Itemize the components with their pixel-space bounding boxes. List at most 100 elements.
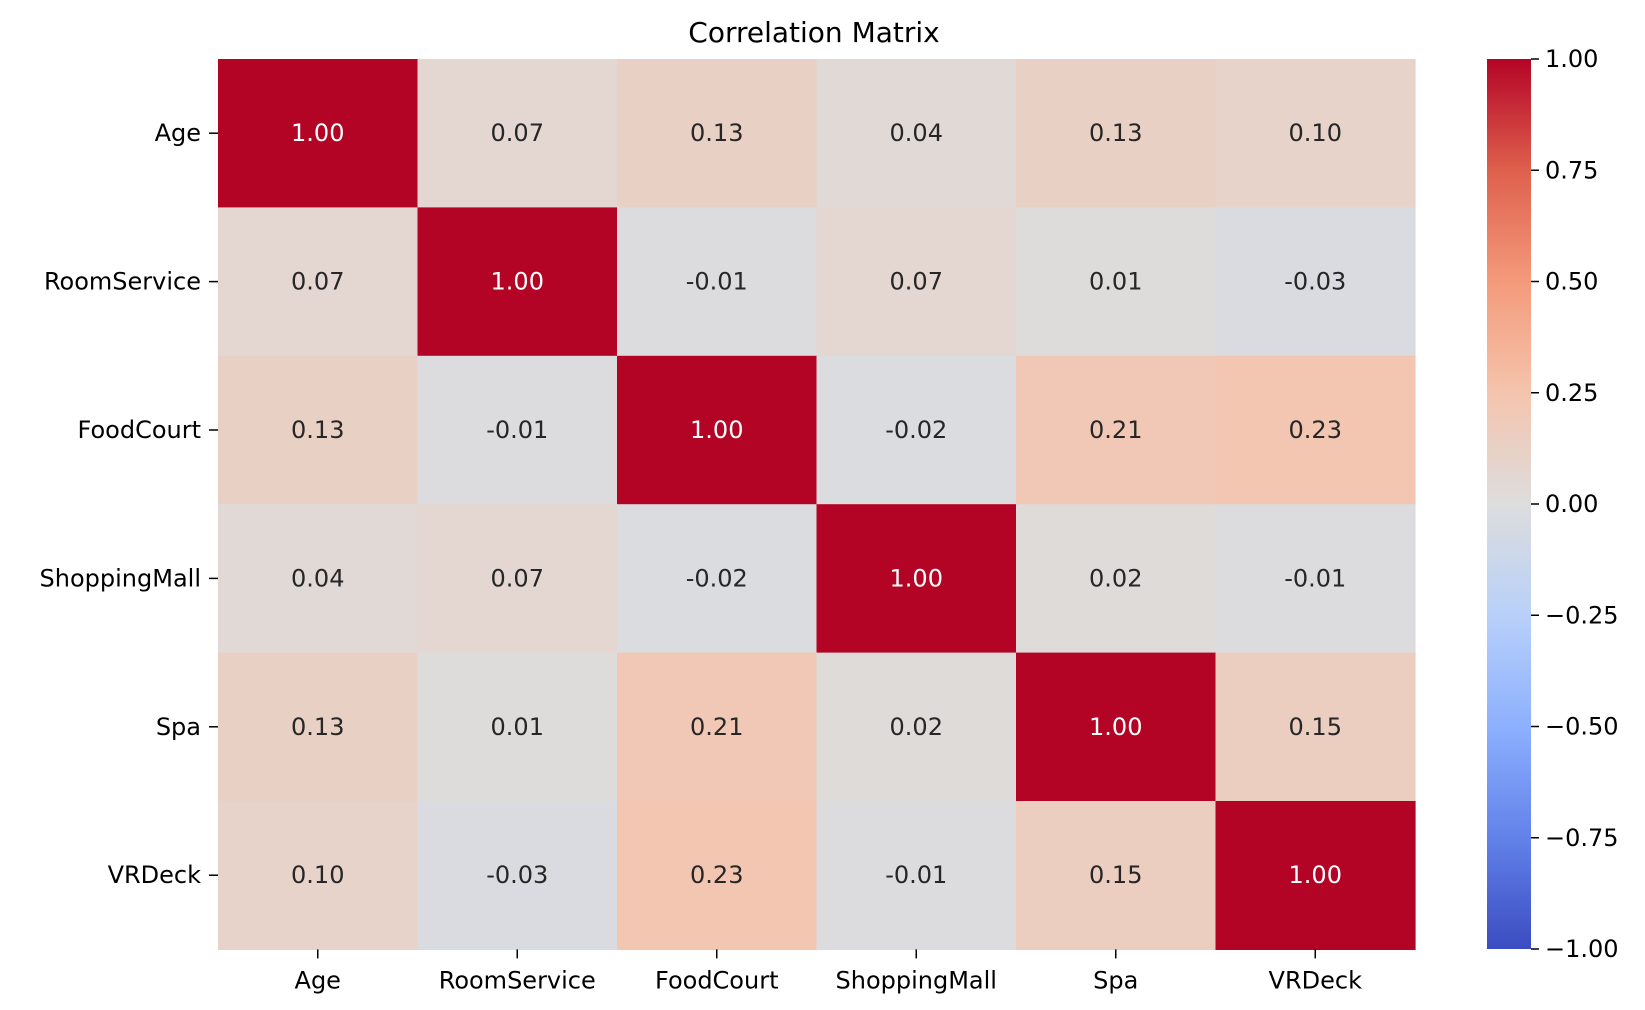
heatmap-cell-RoomService-RoomService bbox=[417, 207, 618, 357]
chart-title: Correlation Matrix bbox=[688, 16, 939, 49]
x-tick-label: RoomService bbox=[439, 966, 596, 994]
cell-value-label: -0.01 bbox=[885, 861, 947, 889]
heatmap-cell-RoomService-Spa bbox=[1016, 207, 1217, 357]
cell-value-label: 1.00 bbox=[291, 119, 344, 147]
heatmap-cell-VRDeck-VRDeck bbox=[1215, 801, 1416, 950]
heatmap-cell-FoodCourt-Age bbox=[218, 355, 419, 505]
heatmap-cell-ShoppingMall-RoomService bbox=[417, 504, 618, 654]
cell-value-label: -0.01 bbox=[1284, 564, 1346, 592]
colorbar-tick-label: 0.25 bbox=[1545, 379, 1598, 407]
cell-value-label: 0.23 bbox=[1289, 416, 1342, 444]
x-tick-label: Spa bbox=[1093, 966, 1138, 994]
heatmap-cell-Age-ShoppingMall bbox=[816, 59, 1017, 208]
x-tick-label: FoodCourt bbox=[655, 966, 778, 994]
heatmap-cells: 1.00 0.07 0.13 0.04 0.13 0.10 0.07 1.00 -0.01 0.0… bbox=[218, 59, 1416, 950]
heatmap-cell-Age-Spa bbox=[1016, 59, 1217, 208]
cell-value-label: 0.02 bbox=[1089, 564, 1142, 592]
heatmap-cell-ShoppingMall-Age bbox=[218, 504, 419, 654]
cell-value-label: -0.01 bbox=[686, 268, 748, 296]
cell-value-label: 0.07 bbox=[890, 268, 943, 296]
heatmap-cell-RoomService-Age bbox=[218, 207, 419, 357]
colorbar-tick-label: 0.75 bbox=[1545, 156, 1598, 184]
colorbar-tick-label: −1.00 bbox=[1545, 935, 1619, 963]
cell-value-label: 1.00 bbox=[1089, 713, 1142, 741]
heatmap-cell-VRDeck-Spa bbox=[1016, 801, 1217, 950]
cell-value-label: 0.21 bbox=[1089, 416, 1142, 444]
heatmap-cell-RoomService-FoodCourt bbox=[617, 207, 818, 357]
heatmap-cell-Age-FoodCourt bbox=[617, 59, 818, 208]
y-tick-label: VRDeck bbox=[108, 861, 202, 889]
heatmap-cell-Age-RoomService bbox=[417, 59, 618, 208]
x-tick-label: Age bbox=[295, 966, 341, 994]
y-tick-label: Spa bbox=[156, 713, 201, 741]
cell-value-label: 0.01 bbox=[1089, 268, 1142, 296]
x-tick-label: ShoppingMall bbox=[836, 966, 997, 994]
cell-value-label: 0.23 bbox=[690, 861, 743, 889]
cell-value-label: 0.13 bbox=[291, 416, 344, 444]
x-axis-ticks: Age RoomService FoodCourt ShoppingMall Spa VR… bbox=[295, 949, 1363, 994]
cell-value-label: 1.00 bbox=[890, 564, 943, 592]
colorbar-gradient bbox=[1487, 59, 1531, 949]
heatmap-cell-Spa-RoomService bbox=[417, 652, 618, 802]
cell-value-label: 0.15 bbox=[1089, 861, 1142, 889]
cell-value-label: 0.21 bbox=[690, 713, 743, 741]
heatmap-cell-VRDeck-ShoppingMall bbox=[816, 801, 1017, 950]
y-tick-label: Age bbox=[155, 119, 201, 147]
cell-value-label: 1.00 bbox=[1289, 861, 1342, 889]
cell-value-label: 0.15 bbox=[1289, 713, 1342, 741]
cell-value-label: 0.07 bbox=[291, 268, 344, 296]
cell-value-label: 0.04 bbox=[890, 119, 943, 147]
heatmap-cell-Age-VRDeck bbox=[1215, 59, 1416, 208]
y-tick-label: ShoppingMall bbox=[40, 564, 201, 592]
heatmap-cell-FoodCourt-VRDeck bbox=[1215, 355, 1416, 505]
heatmap-cell-FoodCourt-RoomService bbox=[417, 355, 618, 505]
heatmap-cell-RoomService-ShoppingMall bbox=[816, 207, 1017, 357]
heatmap-cell-RoomService-VRDeck bbox=[1215, 207, 1416, 357]
cell-value-label: 0.07 bbox=[491, 564, 544, 592]
cell-value-label: 0.13 bbox=[690, 119, 743, 147]
heatmap-cell-Spa-Spa bbox=[1016, 652, 1217, 802]
heatmap-cell-Age-Age bbox=[218, 59, 419, 208]
colorbar-tick-label: 1.00 bbox=[1545, 45, 1598, 73]
heatmap-cell-Spa-Age bbox=[218, 652, 419, 802]
heatmap-cell-FoodCourt-Spa bbox=[1016, 355, 1217, 505]
cell-value-label: 0.10 bbox=[291, 861, 344, 889]
cell-value-label: 0.02 bbox=[890, 713, 943, 741]
cell-value-label: -0.01 bbox=[486, 416, 548, 444]
heatmap-cell-ShoppingMall-VRDeck bbox=[1215, 504, 1416, 654]
y-tick-label: RoomService bbox=[44, 268, 201, 296]
colorbar-tick-label: 0.50 bbox=[1545, 268, 1598, 296]
cell-value-label: 0.01 bbox=[491, 713, 544, 741]
colorbar-tick-label: 0.00 bbox=[1545, 490, 1598, 518]
cell-value-label: 0.10 bbox=[1289, 119, 1342, 147]
heatmap-cell-Spa-VRDeck bbox=[1215, 652, 1416, 802]
cell-value-label: -0.03 bbox=[486, 861, 548, 889]
cell-value-label: 0.04 bbox=[291, 564, 344, 592]
cell-value-label: -0.02 bbox=[885, 416, 947, 444]
y-tick-label: FoodCourt bbox=[78, 416, 201, 444]
heatmap-cell-VRDeck-Age bbox=[218, 801, 419, 950]
cell-value-label: 1.00 bbox=[690, 416, 743, 444]
heatmap-cell-FoodCourt-FoodCourt bbox=[617, 355, 818, 505]
heatmap-cell-VRDeck-FoodCourt bbox=[617, 801, 818, 950]
y-axis-ticks: Age RoomService FoodCourt ShoppingMall Spa VR… bbox=[40, 119, 218, 889]
heatmap-cell-ShoppingMall-FoodCourt bbox=[617, 504, 818, 654]
heatmap-cell-ShoppingMall-Spa bbox=[1016, 504, 1217, 654]
x-tick-label: VRDeck bbox=[1269, 966, 1363, 994]
colorbar: 1.00 0.75 0.50 0.25 0.00 −0.25 −0.50 −0.75 −1.00 bbox=[1487, 45, 1619, 963]
colorbar-tick-label: −0.75 bbox=[1545, 824, 1619, 852]
heatmap-cell-Spa-ShoppingMall bbox=[816, 652, 1017, 802]
cell-value-label: 0.07 bbox=[491, 119, 544, 147]
colorbar-tick-label: −0.50 bbox=[1545, 713, 1619, 741]
cell-value-label: -0.03 bbox=[1284, 268, 1346, 296]
heatmap-cell-Spa-FoodCourt bbox=[617, 652, 818, 802]
heatmap-cell-ShoppingMall-ShoppingMall bbox=[816, 504, 1017, 654]
cell-value-label: 1.00 bbox=[491, 268, 544, 296]
cell-value-label: -0.02 bbox=[686, 564, 748, 592]
heatmap-cell-FoodCourt-ShoppingMall bbox=[816, 355, 1017, 505]
colorbar-tick-label: −0.25 bbox=[1545, 601, 1619, 629]
cell-value-label: 0.13 bbox=[291, 713, 344, 741]
heatmap-cell-VRDeck-RoomService bbox=[417, 801, 618, 950]
